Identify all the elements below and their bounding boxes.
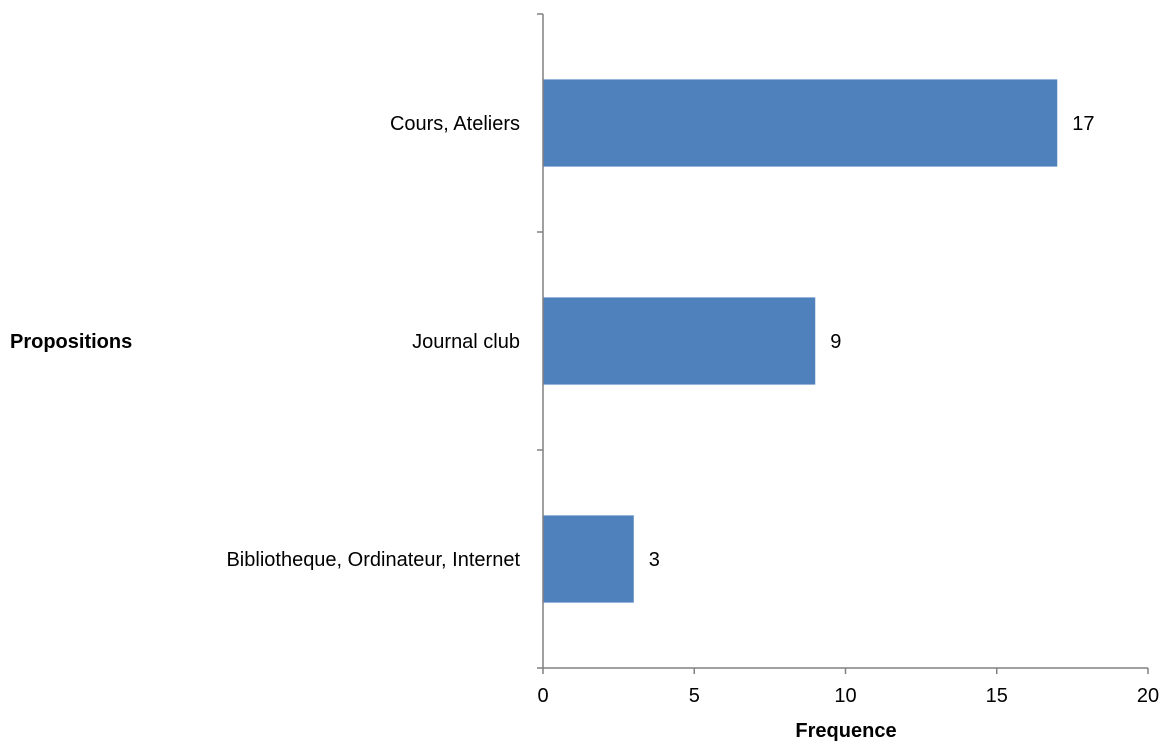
x-tick-label: 5	[689, 685, 700, 707]
data-label: 3	[649, 549, 660, 571]
x-tick-label: 10	[834, 685, 856, 707]
x-tick-label: 20	[1137, 685, 1159, 707]
bar	[543, 297, 816, 385]
ticks-group	[537, 13, 1149, 674]
category-label: Journal club	[412, 331, 520, 353]
bars-group	[543, 79, 1058, 603]
data-label: 17	[1072, 113, 1094, 135]
bar	[543, 515, 634, 603]
x-tick-label: 15	[986, 685, 1008, 707]
bar	[543, 79, 1058, 167]
x-axis-title: Frequence	[795, 720, 896, 742]
category-label: Bibliotheque, Ordinateur, Internet	[226, 549, 520, 571]
data-label: 9	[830, 331, 841, 353]
y-axis-title: Propositions	[10, 331, 132, 353]
x-tick-label: 0	[537, 685, 548, 707]
labels-group: 0 5 10 15 20 Cours, Ateliers 17 Journal club 9 Bi…	[226, 113, 1159, 707]
category-label: Cours, Ateliers	[390, 113, 520, 135]
